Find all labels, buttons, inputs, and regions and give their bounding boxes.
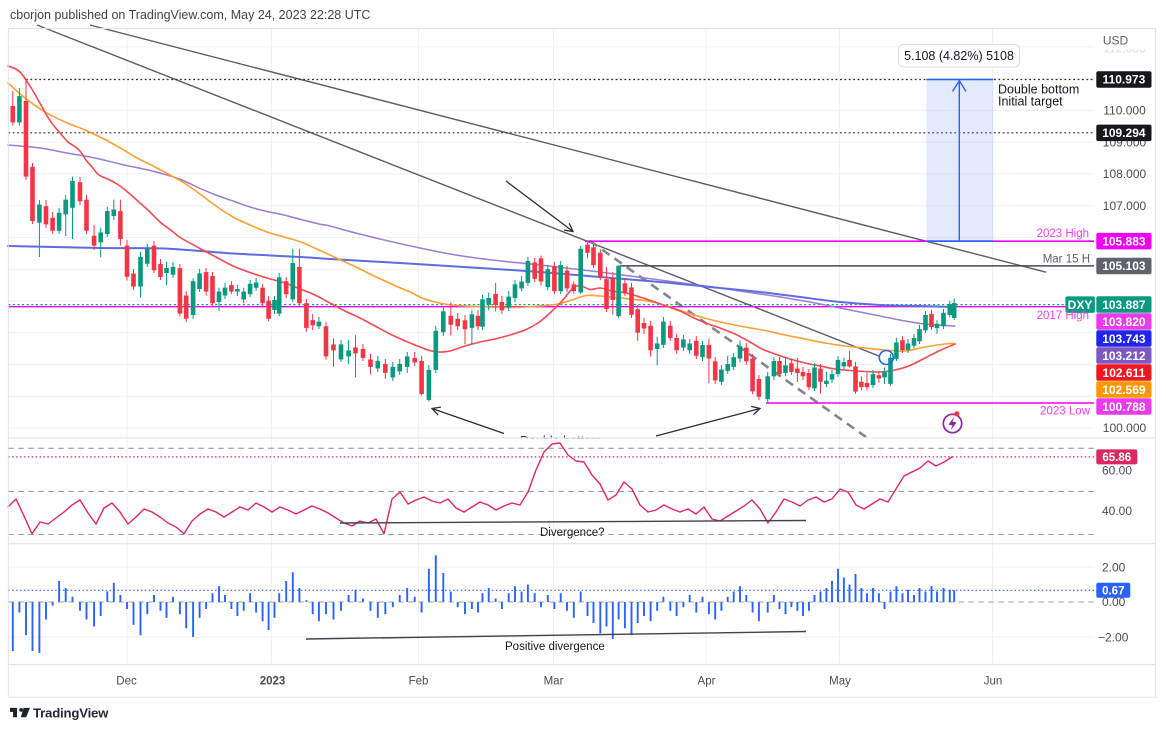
svg-text:Mar 15 H: Mar 15 H: [1043, 254, 1090, 266]
svg-text:2017 High: 2017 High: [1037, 310, 1089, 322]
svg-text:40.00: 40.00: [1102, 504, 1132, 518]
svg-text:Divergence?: Divergence?: [540, 527, 605, 539]
svg-text:2023: 2023: [260, 676, 286, 688]
svg-text:Feb: Feb: [409, 676, 429, 688]
svg-text:105.103: 105.103: [1102, 259, 1146, 273]
svg-text:Apr: Apr: [698, 676, 716, 688]
svg-text:Dec: Dec: [116, 676, 137, 688]
svg-text:102.611: 102.611: [1103, 366, 1146, 380]
svg-text:0.00: 0.00: [1102, 595, 1126, 609]
svg-text:−2.00: −2.00: [1098, 631, 1129, 645]
svg-text:103.743: 103.743: [1102, 332, 1146, 346]
svg-text:103.212: 103.212: [1102, 349, 1146, 363]
svg-text:110.000: 110.000: [1103, 104, 1146, 118]
svg-text:100.788: 100.788: [1102, 400, 1146, 414]
svg-text:Jun: Jun: [984, 676, 1003, 688]
svg-text:TradingView: TradingView: [33, 706, 109, 721]
svg-text:DXY: DXY: [1068, 298, 1093, 312]
svg-text:USD: USD: [1103, 34, 1129, 48]
svg-text:108.000: 108.000: [1103, 167, 1147, 181]
svg-text:2023 High: 2023 High: [1037, 228, 1089, 240]
svg-text:109.294: 109.294: [1102, 126, 1146, 140]
svg-text:May: May: [829, 676, 851, 688]
svg-text:cborjon published on TradingVi: cborjon published on TradingView.com, Ma…: [10, 8, 370, 22]
svg-text:105.883: 105.883: [1102, 234, 1146, 248]
svg-text:107.000: 107.000: [1103, 199, 1147, 213]
svg-text:Double bottom: Double bottom: [998, 83, 1079, 97]
svg-text:Positive divergence: Positive divergence: [505, 641, 605, 653]
svg-text:65.86: 65.86: [1102, 452, 1131, 464]
svg-text:103.887: 103.887: [1102, 298, 1146, 312]
svg-text:60.00: 60.00: [1102, 464, 1132, 478]
svg-text:102.569: 102.569: [1102, 383, 1146, 397]
svg-text:110.973: 110.973: [1103, 73, 1146, 87]
svg-text:Initial target: Initial target: [998, 95, 1063, 109]
svg-text:Mar: Mar: [544, 676, 564, 688]
svg-text:103.820: 103.820: [1102, 315, 1146, 329]
svg-text:2023 Low: 2023 Low: [1040, 406, 1091, 418]
svg-text:100.000: 100.000: [1103, 421, 1147, 435]
svg-text:0.67: 0.67: [1102, 586, 1124, 598]
svg-text:2.00: 2.00: [1102, 561, 1126, 575]
svg-text:5.108 (4.82%) 5108: 5.108 (4.82%) 5108: [904, 49, 1014, 63]
